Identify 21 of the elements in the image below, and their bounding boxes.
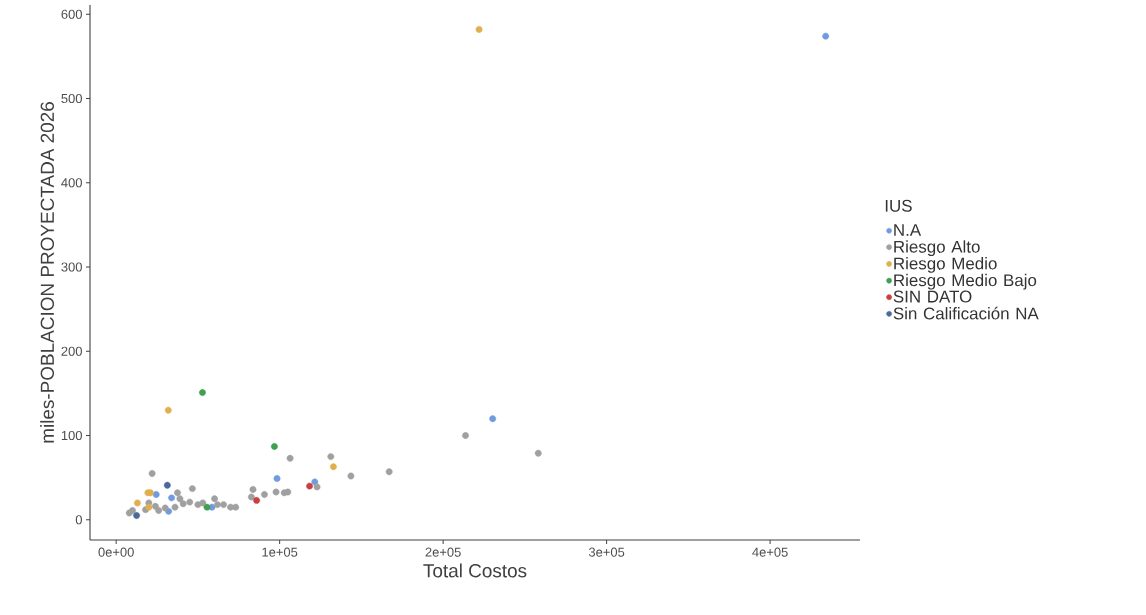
y-tick-label: 500 [61, 93, 82, 104]
x-tick-label: 0e+00 [98, 547, 134, 557]
x-tick-label: 1e+05 [262, 547, 298, 557]
x-tick-label: 4e+05 [752, 547, 788, 557]
y-tick-label: 200 [61, 346, 82, 356]
x-tick-label: 3e+05 [588, 547, 625, 557]
y-tick-label: 400 [61, 178, 82, 188]
legend-label: Riesgo Medio [894, 257, 997, 273]
legend-label: N.A [894, 224, 922, 236]
y-tick-label: 100 [61, 430, 82, 441]
x-axis-title: Total Costos [423, 563, 527, 578]
y-tick-label: 0 [75, 515, 82, 525]
y-tick-label: 600 [61, 9, 82, 19]
x-tick-label: 2e+05 [425, 547, 461, 557]
legend-label: Riesgo Medio Bajo [894, 273, 1037, 290]
legend-title: IUS [885, 199, 912, 212]
legend-label: Sin Calificación NA [893, 306, 1039, 320]
legend-label: Riesgo Alto [894, 240, 980, 257]
legend-label: SIN DATO [893, 290, 972, 303]
y-tick-label: 300 [61, 262, 82, 272]
y-axis-title: miles-POBLACION PROYECTADA 2026 [40, 102, 55, 443]
